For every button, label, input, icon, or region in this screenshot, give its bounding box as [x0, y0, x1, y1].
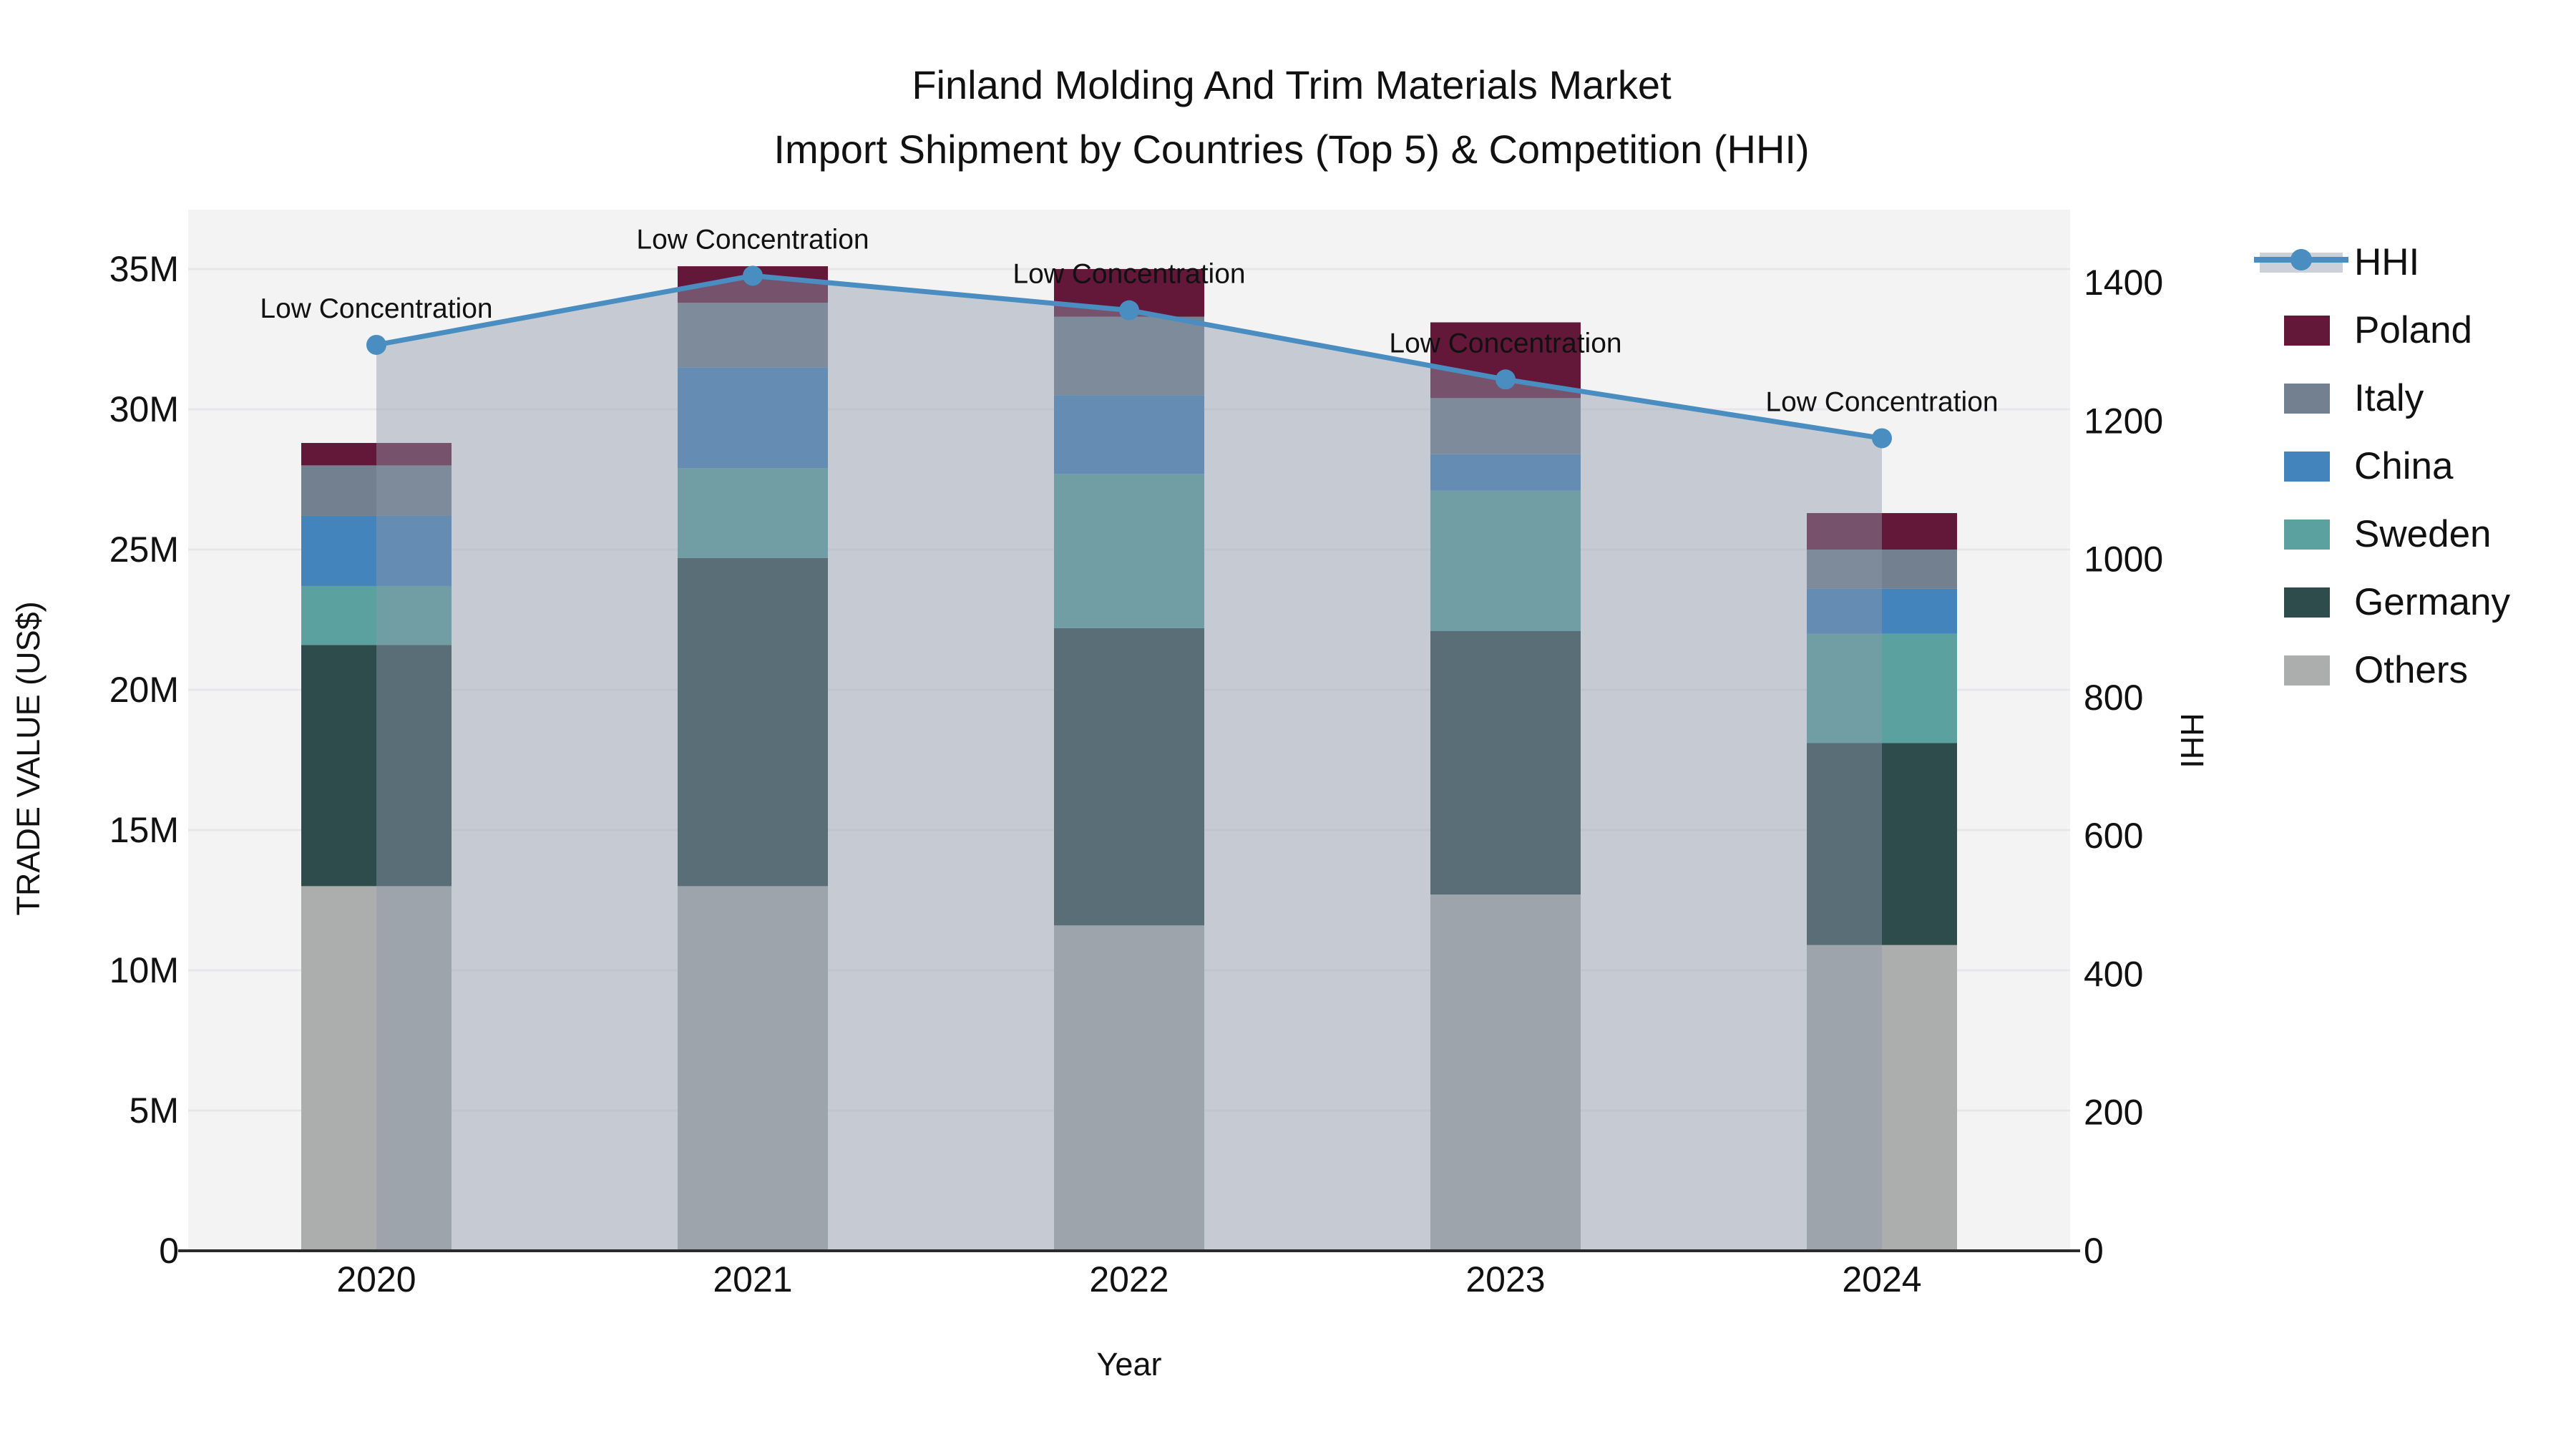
bar-segment-others-2024	[1807, 945, 1957, 1251]
bar-segment-germany-2020	[301, 645, 452, 887]
legend-item-others[interactable]: Others	[2284, 649, 2468, 691]
y-right-axis-title: HHI	[2174, 713, 2210, 769]
hhi-area-polygon	[376, 275, 1882, 1252]
y-left-tick-25M: 25M	[109, 530, 179, 570]
bar-segment-china-2022	[1054, 395, 1204, 474]
bar-segment-sweden-2021	[678, 468, 828, 558]
legend-hhi-marker-icon	[2290, 249, 2312, 270]
y-left-tick-10M: 10M	[109, 950, 179, 990]
legend-swatch-italy	[2284, 384, 2330, 414]
x-tick-2022: 2022	[1089, 1259, 1169, 1299]
y-right-tick-1000: 1000	[2084, 540, 2163, 580]
y-right-tick-1200: 1200	[2084, 401, 2163, 441]
bar-segment-sweden-2024	[1807, 633, 1957, 743]
bar-segment-italy-2021	[678, 303, 828, 368]
annotation-2022: Low Concentration	[1013, 259, 1245, 290]
left-axis-tick-labels: 0 5M 10M 15M 20M 25M 30M 35M	[109, 249, 179, 1271]
legend-swatch-others	[2284, 655, 2330, 686]
bar-segment-sweden-2020	[301, 585, 452, 645]
bar-segment-poland-2024	[1807, 513, 1957, 550]
bar-segment-germany-2021	[678, 557, 828, 887]
legend-label-hhi: HHI	[2354, 241, 2419, 283]
bar-segment-sweden-2023	[1430, 490, 1581, 631]
chart-title-line1: Finland Molding And Trim Materials Marke…	[912, 62, 1672, 107]
annotation-2023: Low Concentration	[1389, 328, 1621, 358]
chart-title-line2: Import Shipment by Countries (Top 5) & C…	[774, 127, 1809, 172]
hhi-markers	[366, 265, 1892, 449]
y-right-tick-1400: 1400	[2084, 263, 2163, 303]
bar-segment-italy-2023	[1430, 398, 1581, 454]
y-left-tick-30M: 30M	[109, 389, 179, 429]
annotation-2024: Low Concentration	[1765, 386, 1998, 417]
bar-segment-germany-2024	[1807, 743, 1957, 945]
legend-label-sweden: Sweden	[2354, 513, 2492, 555]
bar-segment-sweden-2022	[1054, 474, 1204, 628]
y-left-tick-5M: 5M	[130, 1091, 179, 1131]
legend-item-sweden[interactable]: Sweden	[2284, 513, 2492, 555]
legend-label-italy: Italy	[2354, 377, 2424, 419]
legend-item-china[interactable]: China	[2284, 445, 2454, 487]
hhi-marker-2020	[366, 334, 386, 355]
x-tick-2020: 2020	[336, 1259, 416, 1299]
bar-segment-others-2022	[1054, 925, 1204, 1251]
y-right-tick-400: 400	[2084, 954, 2143, 994]
y-right-tick-200: 200	[2084, 1093, 2143, 1133]
hhi-marker-2023	[1496, 369, 1516, 390]
hhi-area-fill	[376, 275, 1882, 1252]
bar-segment-germany-2023	[1430, 630, 1581, 895]
y-right-tick-0: 0	[2084, 1231, 2104, 1271]
hhi-marker-2021	[743, 265, 763, 286]
x-tick-2023: 2023	[1465, 1259, 1545, 1299]
legend-item-hhi[interactable]: HHI	[2254, 241, 2419, 283]
bar-segment-italy-2024	[1807, 550, 1957, 589]
legend-label-germany: Germany	[2354, 581, 2510, 623]
bar-segment-china-2024	[1807, 588, 1957, 634]
y-left-axis-title: TRADE VALUE (US$)	[10, 601, 47, 915]
bar-segment-poland-2020	[301, 443, 452, 466]
stacked-bars	[301, 266, 1957, 1251]
legend: HHI Poland Italy China Sweden Germany Others	[2254, 241, 2510, 691]
y-left-tick-20M: 20M	[109, 670, 179, 710]
legend-swatch-germany	[2284, 587, 2330, 618]
bar-segment-china-2023	[1430, 454, 1581, 491]
annotations: Low Concentration Low Concentration Low Co…	[260, 224, 1998, 417]
hhi-marker-2024	[1872, 428, 1892, 449]
legend-swatch-china	[2284, 452, 2330, 482]
legend-item-poland[interactable]: Poland	[2284, 309, 2472, 351]
annotation-2020: Low Concentration	[260, 293, 492, 324]
hhi-marker-2022	[1119, 300, 1139, 321]
annotation-2021: Low Concentration	[636, 224, 869, 255]
bar-segment-italy-2020	[301, 465, 452, 516]
x-axis-title: Year	[1097, 1346, 1162, 1382]
legend-item-italy[interactable]: Italy	[2284, 377, 2424, 419]
x-tick-2024: 2024	[1842, 1259, 1921, 1299]
bar-segment-others-2021	[678, 886, 828, 1251]
bar-segment-others-2020	[301, 886, 452, 1251]
right-axis-tick-labels: 0 200 400 600 800 1000 1200 1400	[2084, 263, 2163, 1271]
y-right-tick-800: 800	[2084, 678, 2143, 718]
y-right-tick-600: 600	[2084, 816, 2143, 856]
legend-swatch-sweden	[2284, 519, 2330, 550]
legend-label-china: China	[2354, 445, 2454, 487]
x-axis-tick-labels: 2020 2021 2022 2023 2024	[336, 1259, 1921, 1299]
x-tick-2021: 2021	[713, 1259, 792, 1299]
bar-segment-others-2023	[1430, 894, 1581, 1251]
y-left-tick-0: 0	[159, 1231, 179, 1271]
legend-swatch-poland	[2284, 316, 2330, 346]
y-left-tick-35M: 35M	[109, 249, 179, 289]
bar-segment-china-2021	[678, 367, 828, 469]
legend-label-poland: Poland	[2354, 309, 2472, 351]
legend-item-germany[interactable]: Germany	[2284, 581, 2510, 623]
bar-segment-italy-2022	[1054, 316, 1204, 396]
y-left-tick-15M: 15M	[109, 810, 179, 850]
bar-segment-china-2020	[301, 515, 452, 586]
bar-segment-germany-2022	[1054, 628, 1204, 926]
legend-label-others: Others	[2354, 649, 2468, 691]
